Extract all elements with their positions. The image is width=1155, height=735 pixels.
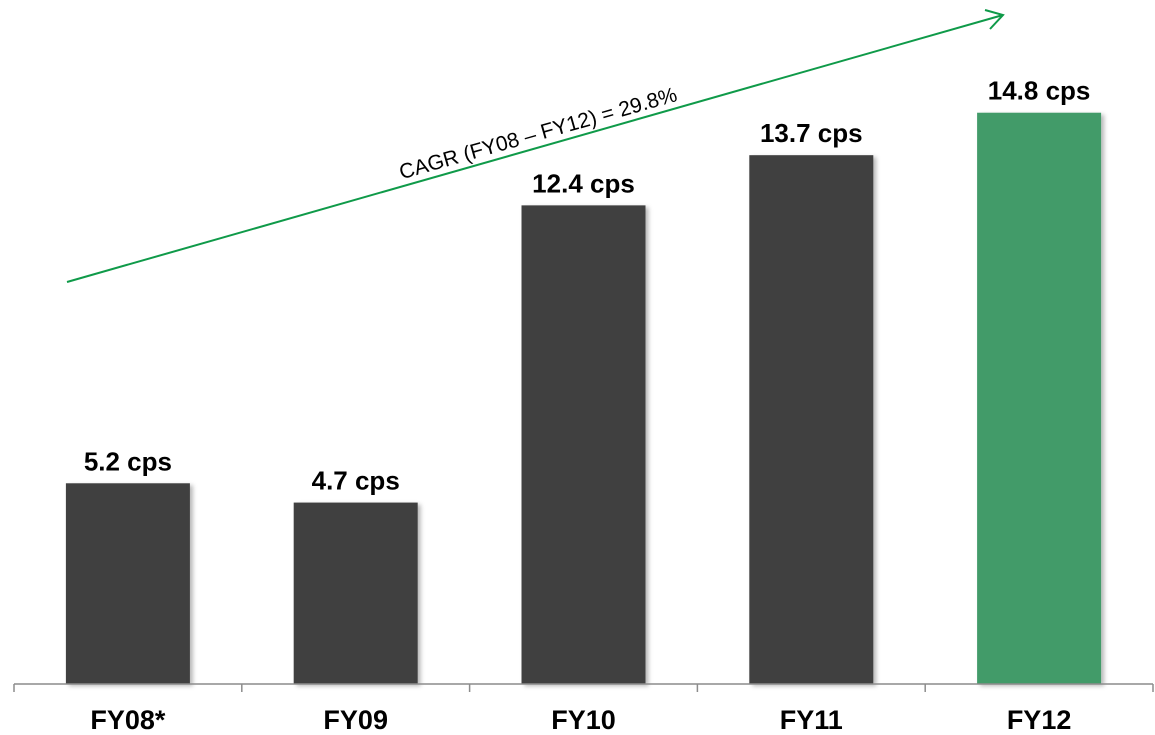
x-tick-label: FY10 xyxy=(551,705,616,735)
x-tick-label: FY09 xyxy=(323,705,388,735)
bar-fy11 xyxy=(749,155,874,684)
data-label: 14.8 cps xyxy=(988,76,1091,106)
bar-fy08 xyxy=(65,483,190,684)
bars-layer xyxy=(65,112,1102,685)
data-label: 12.4 cps xyxy=(532,168,635,198)
data-labels-layer: 5.2 cps 4.7 cps 12.4 cps 13.7 cps 14.8 cps xyxy=(84,76,1091,496)
data-label: 4.7 cps xyxy=(312,466,400,496)
x-tick-label: FY08* xyxy=(90,705,166,735)
data-label: 5.2 cps xyxy=(84,446,172,476)
x-tick-label: FY11 xyxy=(780,705,843,735)
cagr-arrow-head xyxy=(984,9,1005,30)
x-tick-label: FY12 xyxy=(1007,705,1072,735)
bar-fy10 xyxy=(521,205,646,685)
cagr-arrow-line xyxy=(66,14,1004,283)
bar-fy12 xyxy=(977,112,1102,685)
bar-fy09 xyxy=(293,502,418,684)
data-label: 13.7 cps xyxy=(760,118,863,148)
x-axis: FY08* FY09 FY10 FY11 FY12 xyxy=(13,683,1154,735)
